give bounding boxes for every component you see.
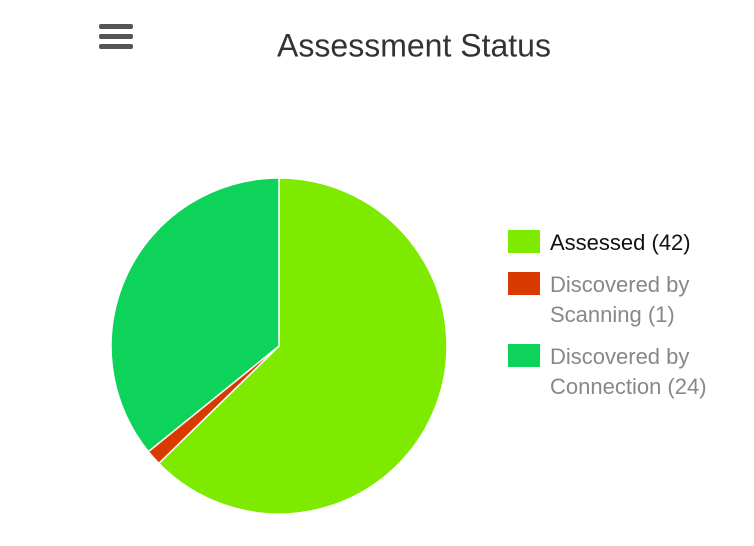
legend-item[interactable]: Assessed (42) [508,228,748,258]
legend: Assessed (42) Discovered by Scanning (1) D… [508,228,748,414]
legend-label: Assessed (42) [550,230,691,255]
legend-swatch [508,344,540,367]
legend-item[interactable]: Discovered by Connection (24) [508,342,748,402]
legend-swatch [508,272,540,295]
menu-bar [99,44,133,49]
legend-label: Discovered by Scanning (1) [550,272,690,327]
legend-label: Discovered by Connection (24) [550,344,707,399]
legend-swatch [508,230,540,253]
menu-bar [99,24,133,29]
menu-icon[interactable] [99,24,133,49]
legend-item[interactable]: Discovered by Scanning (1) [508,270,748,330]
menu-bar [99,34,133,39]
pie-slice [110,177,280,453]
pie-slice [157,177,448,515]
chart-title: Assessment Status [277,27,551,63]
